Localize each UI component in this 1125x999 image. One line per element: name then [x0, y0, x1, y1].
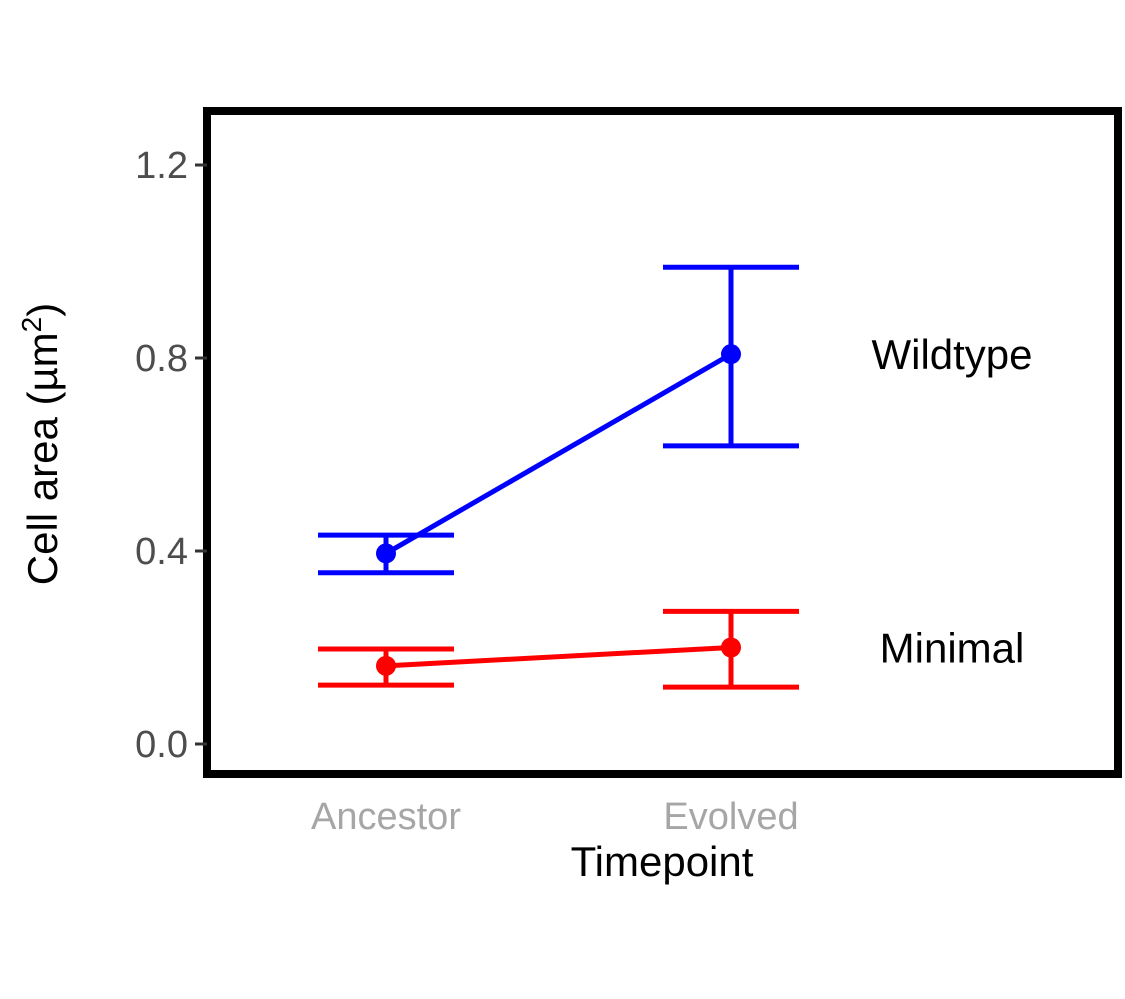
y-axis-title: Cell area (µm2) [16, 303, 66, 586]
y-tick-label: 0.4 [135, 531, 188, 573]
series-line [384, 351, 733, 556]
series-label: Wildtype [871, 331, 1032, 378]
plot-panel-border [203, 107, 1122, 778]
series-wildtype: Wildtype [318, 264, 1033, 576]
y-axis-title-close: ) [19, 303, 66, 317]
y-axis-title-main: Cell area (µm [19, 332, 66, 585]
x-axis-title: Timepoint [571, 838, 754, 885]
x-axis-ticks: Ancestor Evolved [311, 796, 799, 838]
data-point [376, 543, 396, 564]
y-tick-label: 0.8 [135, 338, 188, 380]
data-point [721, 344, 741, 365]
series-label: Minimal [880, 625, 1025, 672]
y-axis-title-superscript: 2 [16, 317, 47, 333]
y-axis-ticks: 0.0 0.4 0.8 1.2 [135, 145, 207, 766]
series-line [385, 645, 732, 669]
x-tick-label: Ancestor [311, 796, 461, 838]
x-tick-label: Evolved [663, 796, 798, 838]
y-tick-label: 0.0 [135, 724, 188, 766]
data-point [721, 637, 741, 658]
data-point [376, 655, 396, 676]
series-layer: Wildtype Minimal [318, 264, 1033, 690]
series-minimal: Minimal [318, 608, 1025, 690]
y-tick-label: 1.2 [135, 145, 188, 187]
